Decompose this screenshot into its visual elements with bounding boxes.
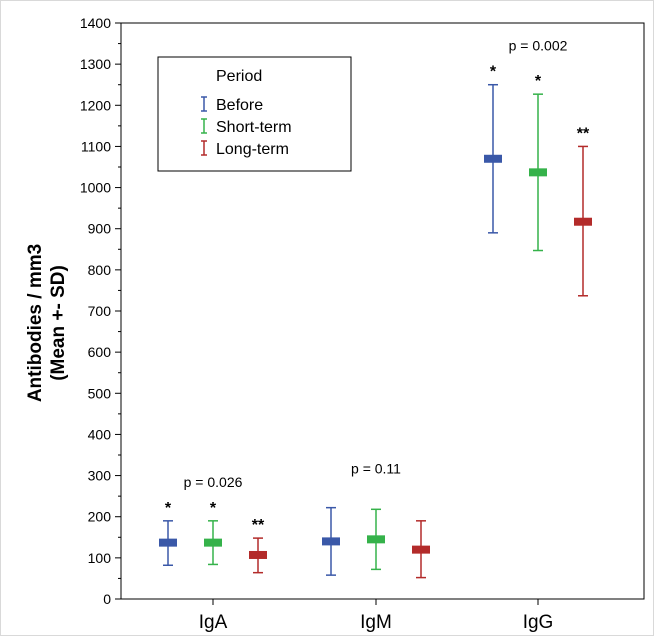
mean-marker — [204, 538, 222, 547]
y-tick-label: 1300 — [80, 56, 111, 72]
p-value-label: p = 0.026 — [184, 474, 243, 490]
y-tick-label: 300 — [88, 468, 112, 484]
y-tick-label: 500 — [88, 385, 112, 401]
y-tick-label: 1100 — [81, 138, 111, 154]
legend-label: Long-term — [216, 141, 289, 158]
axes: 0 100 200 300 400 500 600 700 800 900 1000 1100 1200… — [80, 15, 645, 633]
significance-star: * — [210, 500, 217, 517]
y-tick-label: 200 — [88, 509, 112, 525]
x-category-label: IgA — [199, 612, 228, 633]
mean-marker — [367, 535, 385, 544]
y-tick-label: 700 — [88, 303, 112, 319]
mean-marker — [159, 538, 177, 547]
y-axis-label-line2: (Mean +- SD) — [48, 265, 69, 381]
y-tick-label: 800 — [88, 262, 112, 278]
p-value-label: p = 0.11 — [351, 461, 401, 477]
x-category-label: IgM — [360, 612, 392, 633]
mean-marker — [322, 537, 340, 546]
y-tick-label: 100 — [88, 550, 112, 566]
mean-marker — [412, 545, 430, 554]
significance-star: ** — [252, 517, 265, 534]
y-tick-label: 1200 — [80, 97, 111, 113]
significance-star: ** — [577, 125, 590, 142]
legend-label: Before — [216, 97, 263, 114]
significance-star: * — [490, 64, 497, 81]
mean-marker — [249, 550, 267, 559]
significance-star: * — [165, 500, 172, 517]
y-tick-label: 0 — [103, 591, 111, 607]
x-category-label: IgG — [523, 612, 554, 633]
p-value-label: p = 0.002 — [509, 38, 568, 54]
y-tick-label: 400 — [88, 426, 112, 442]
legend: Period Before Short-term Long-term — [157, 56, 352, 172]
significance-star: * — [535, 73, 542, 90]
legend-title: Period — [216, 68, 262, 85]
legend-label: Short-term — [216, 119, 292, 136]
y-tick-label: 900 — [88, 221, 112, 237]
mean-marker — [484, 154, 502, 163]
mean-marker — [529, 168, 547, 177]
mean-marker — [574, 217, 592, 226]
legend-box — [157, 56, 352, 172]
y-tick-label: 600 — [88, 344, 112, 360]
y-tick-label: 1000 — [80, 180, 111, 196]
y-tick-label: 1400 — [80, 15, 111, 31]
y-axis-label-line1: Antibodies / mm3 — [25, 244, 46, 402]
